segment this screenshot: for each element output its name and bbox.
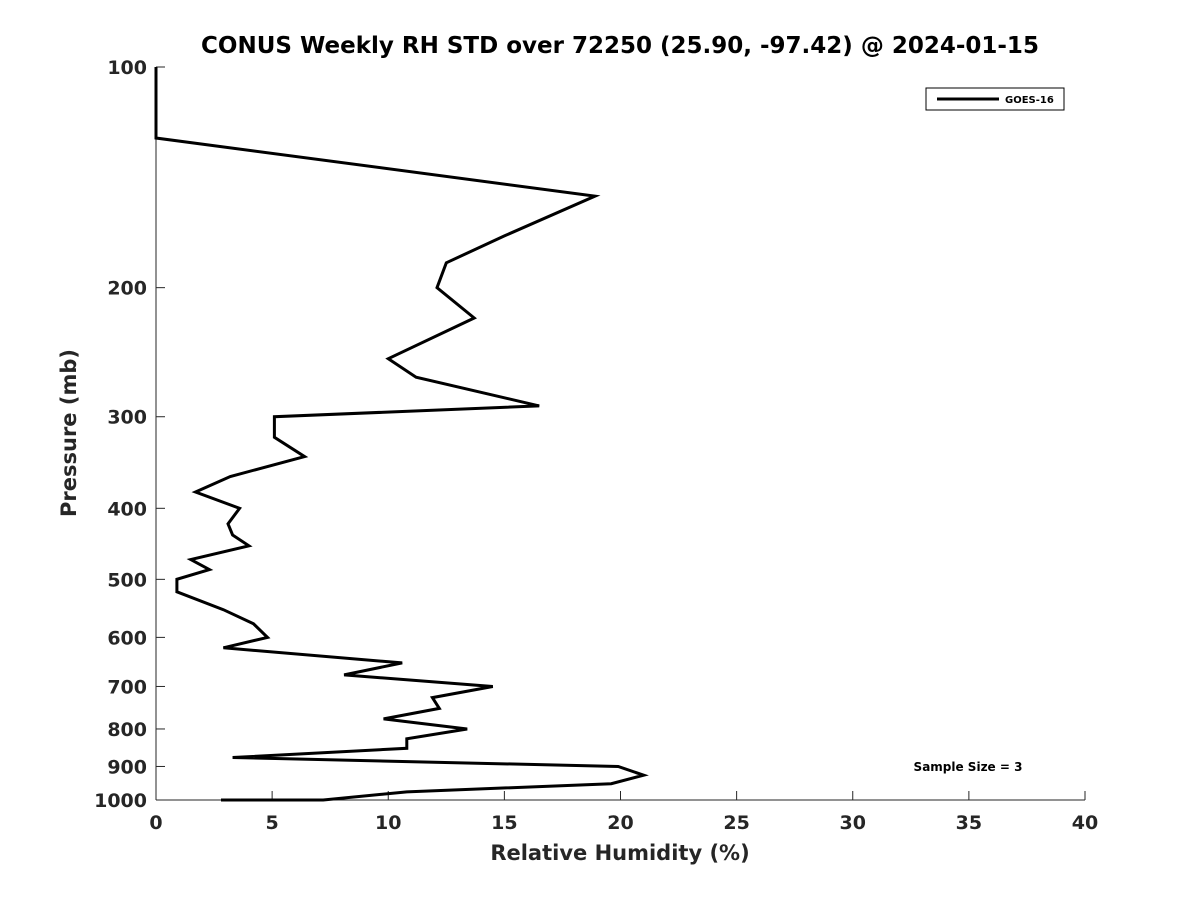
x-tick-label: 10 [375, 812, 401, 834]
y-tick-label: 600 [107, 627, 147, 649]
x-tick-label: 20 [607, 812, 633, 834]
x-tick-label: 25 [723, 812, 749, 834]
y-tick-label: 400 [107, 498, 147, 520]
plot-axes: 0 5 10 15 20 25 30 35 40 100 200 300 400 500 600 700 800… [94, 57, 1098, 834]
x-tick-label: 35 [956, 812, 982, 834]
x-tick-label: 40 [1072, 812, 1098, 834]
y-tick-label: 300 [107, 407, 147, 429]
x-tick-label: 30 [840, 812, 866, 834]
y-axis-label: Pressure (mb) [57, 349, 81, 517]
y-tick-label: 700 [107, 676, 147, 698]
y-tick-label: 200 [107, 278, 147, 300]
y-tick-label: 800 [107, 719, 147, 741]
series-layer [154, 67, 649, 802]
x-tick-label: 0 [149, 812, 162, 834]
x-axis-label: Relative Humidity (%) [490, 841, 749, 865]
x-tick-label: 5 [266, 812, 279, 834]
legend-label: GOES-16 [1005, 95, 1054, 106]
y-tick-label: 900 [107, 756, 147, 778]
chart-title: CONUS Weekly RH STD over 72250 (25.90, -… [201, 33, 1039, 59]
sample-size-annotation: Sample Size = 3 [914, 760, 1023, 774]
y-tick-label: 100 [107, 57, 147, 79]
y-tick-label: 500 [107, 569, 147, 591]
legend: GOES-16 [925, 87, 1065, 111]
y-tick-label: 1000 [94, 790, 147, 812]
series-line-goes-16 [154, 67, 649, 802]
x-tick-label: 15 [491, 812, 517, 834]
